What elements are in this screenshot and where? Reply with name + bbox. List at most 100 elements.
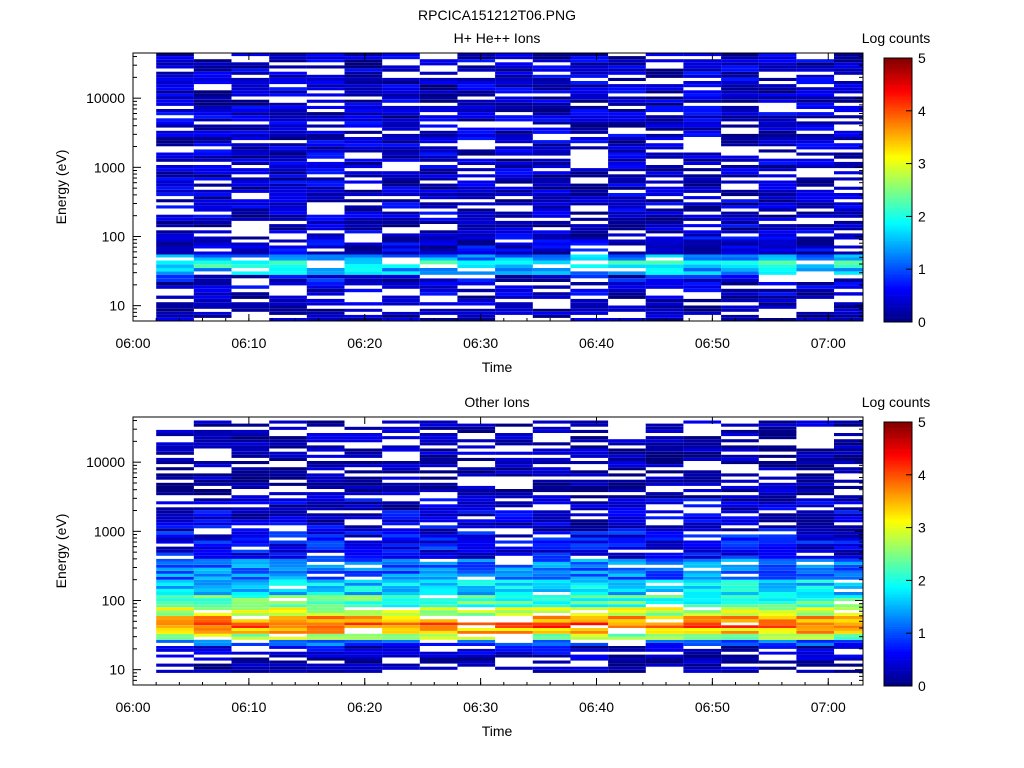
heatmap-cell [796, 510, 835, 514]
colorbar-segment [884, 99, 912, 103]
heatmap-cell [193, 124, 232, 128]
heatmap-cell [419, 90, 458, 94]
colorbar-segment [884, 494, 912, 498]
heatmap-cell [570, 615, 609, 620]
heatmap-cell [721, 268, 759, 272]
heatmap-cell [532, 585, 571, 589]
heatmap-cell [608, 305, 646, 309]
colorbar-segment [884, 247, 912, 250]
heatmap-cell [608, 567, 646, 571]
heatmap-cell [721, 567, 759, 571]
heatmap-cell [419, 525, 458, 529]
heatmap-cell [608, 68, 646, 72]
heatmap-cell [269, 161, 307, 165]
heatmap-cell [193, 598, 232, 602]
heatmap-cell [419, 610, 458, 613]
colorbar-segment [884, 571, 912, 575]
heatmap-cell [344, 302, 383, 306]
colorbar-segment [884, 267, 912, 270]
heatmap-cell [758, 429, 797, 433]
heatmap-cell [382, 639, 420, 643]
heatmap-cell [344, 552, 383, 556]
heatmap-cell [645, 227, 684, 231]
heatmap-cell [608, 96, 646, 100]
colorbar-segment [884, 433, 912, 436]
heatmap-cell [645, 84, 684, 88]
heatmap-cell [721, 193, 759, 197]
heatmap-cell [419, 507, 458, 511]
heatmap-cell [344, 174, 383, 178]
heatmap-cell [645, 510, 684, 514]
heatmap-cell [419, 211, 458, 215]
heatmap-cell [231, 115, 270, 119]
heatmap-cell [683, 99, 722, 103]
heatmap-cell [495, 127, 533, 131]
heatmap-cell [495, 622, 533, 626]
colorbar-segment [884, 593, 912, 597]
heatmap-cell [231, 208, 270, 212]
heatmap-cell [796, 657, 835, 661]
heatmap-cell [344, 489, 383, 493]
colorbar-segment [884, 496, 912, 500]
heatmap-cell [758, 124, 797, 128]
heatmap-cell [758, 467, 797, 471]
heatmap-cell [796, 264, 835, 269]
heatmap-cell [758, 271, 797, 275]
heatmap-cell [608, 149, 646, 153]
colorbar-segment [884, 106, 912, 109]
heatmap-cell [570, 604, 609, 608]
heatmap-cell [382, 233, 420, 237]
colorbar-segment [884, 461, 912, 465]
heatmap-cell [231, 479, 270, 483]
heatmap-cell [382, 211, 420, 215]
heatmap-cell [608, 607, 646, 611]
heatmap-cell [683, 558, 722, 562]
heatmap-cell [156, 118, 194, 122]
heatmap-cell [382, 598, 420, 602]
heatmap-cell [306, 118, 345, 122]
heatmap-cell [570, 93, 609, 97]
heatmap-cell [269, 274, 307, 279]
heatmap-cell [344, 105, 383, 109]
heatmap-cell [532, 102, 571, 106]
heatmap-cell [570, 186, 609, 190]
heatmap-cell [419, 613, 458, 616]
heatmap-cell [306, 146, 345, 150]
heatmap-cell [532, 130, 571, 134]
heatmap-cell [344, 220, 383, 224]
heatmap-cell [758, 660, 797, 664]
heatmap-cell [419, 420, 458, 424]
heatmap-cell [721, 592, 759, 596]
heatmap-cell [231, 633, 270, 637]
heatmap-cell [156, 233, 194, 237]
heatmap-cell [193, 567, 232, 571]
colorbar-label: Log counts [862, 30, 931, 46]
heatmap-cell [269, 211, 307, 215]
heatmap-cell [495, 457, 533, 461]
heatmap-cell [231, 663, 270, 667]
heatmap-cell [344, 592, 383, 596]
heatmap-cell [796, 448, 835, 452]
heatmap-cell [570, 74, 609, 78]
heatmap-cell [608, 451, 646, 455]
heatmap-cell [683, 311, 722, 315]
heatmap-cell [683, 498, 722, 502]
heatmap-cell [758, 436, 797, 440]
heatmap-cell [721, 657, 759, 661]
heatmap-cell [457, 168, 496, 172]
heatmap-cell [419, 619, 458, 623]
colorbar-segment [884, 578, 912, 581]
heatmap-cell [269, 442, 307, 446]
heatmap-cell [721, 633, 759, 637]
heatmap-cell [457, 133, 496, 137]
heatmap-cell [683, 112, 722, 116]
heatmap-cell [834, 498, 863, 502]
heatmap-cell [231, 613, 270, 616]
heatmap-cell [608, 205, 646, 209]
heatmap-cell [570, 196, 609, 200]
heatmap-cell [495, 65, 533, 69]
heatmap-cell [834, 639, 863, 643]
heatmap-cell [834, 663, 863, 667]
heatmap-cell [457, 522, 496, 526]
heatmap-cell [457, 248, 496, 252]
